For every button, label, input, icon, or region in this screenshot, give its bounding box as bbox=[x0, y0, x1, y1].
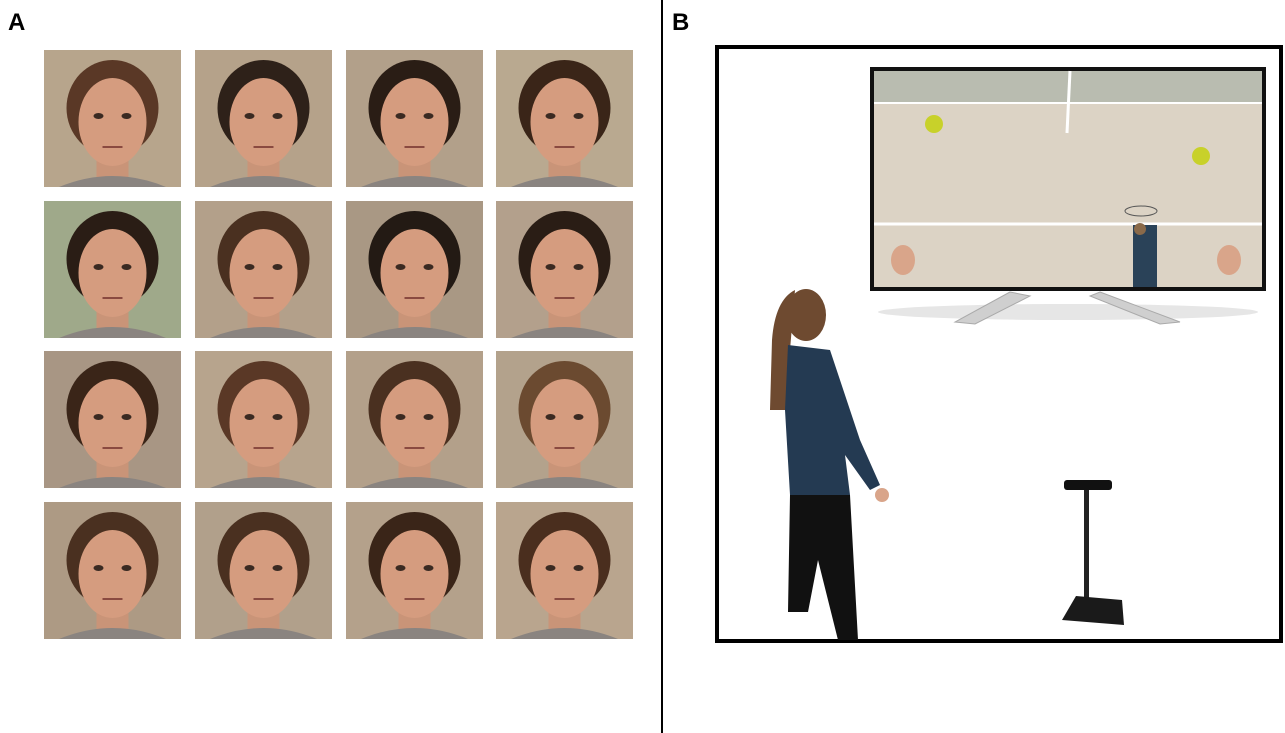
eye bbox=[245, 264, 255, 270]
eye bbox=[273, 264, 283, 270]
eye bbox=[273, 113, 283, 119]
eye bbox=[574, 264, 584, 270]
face bbox=[230, 229, 298, 317]
eye bbox=[574, 414, 584, 420]
face bbox=[531, 530, 599, 618]
face bbox=[531, 229, 599, 317]
face bbox=[230, 530, 298, 618]
eye bbox=[424, 565, 434, 571]
face bbox=[79, 229, 147, 317]
eye bbox=[546, 113, 556, 119]
avatar-head bbox=[1134, 223, 1146, 235]
pole bbox=[1084, 490, 1089, 600]
face-icon bbox=[891, 245, 915, 275]
ball bbox=[925, 115, 943, 133]
panel-label: B bbox=[672, 9, 689, 36]
face bbox=[79, 78, 147, 166]
eye bbox=[546, 264, 556, 270]
eye bbox=[396, 565, 406, 571]
eye bbox=[122, 113, 132, 119]
face bbox=[531, 78, 599, 166]
face bbox=[79, 530, 147, 618]
eye bbox=[574, 113, 584, 119]
sensor bbox=[1064, 480, 1112, 490]
panel-label: A bbox=[8, 9, 25, 36]
eye bbox=[396, 264, 406, 270]
face bbox=[381, 379, 449, 467]
face-icon bbox=[1217, 245, 1241, 275]
eye bbox=[122, 565, 132, 571]
eye bbox=[273, 414, 283, 420]
face bbox=[230, 379, 298, 467]
eye bbox=[396, 414, 406, 420]
eye bbox=[94, 565, 104, 571]
eye bbox=[245, 414, 255, 420]
tv-shadow bbox=[878, 304, 1258, 320]
eye bbox=[273, 565, 283, 571]
eye bbox=[424, 414, 434, 420]
ball bbox=[1192, 147, 1210, 165]
eye bbox=[122, 414, 132, 420]
hand bbox=[875, 488, 889, 502]
eye bbox=[245, 113, 255, 119]
face bbox=[230, 78, 298, 166]
eye bbox=[396, 113, 406, 119]
eye bbox=[245, 565, 255, 571]
head bbox=[786, 289, 826, 341]
tv bbox=[870, 67, 1266, 324]
eye bbox=[94, 414, 104, 420]
eye bbox=[574, 565, 584, 571]
eye bbox=[546, 565, 556, 571]
eye bbox=[94, 113, 104, 119]
face bbox=[381, 229, 449, 317]
eye bbox=[122, 264, 132, 270]
face bbox=[531, 379, 599, 467]
face bbox=[381, 530, 449, 618]
eye bbox=[424, 113, 434, 119]
face bbox=[381, 78, 449, 166]
avatar bbox=[1133, 225, 1157, 287]
face-grid bbox=[44, 50, 633, 639]
figure: A B bbox=[0, 0, 1285, 733]
eye bbox=[94, 264, 104, 270]
eye bbox=[546, 414, 556, 420]
eye bbox=[424, 264, 434, 270]
face bbox=[79, 379, 147, 467]
